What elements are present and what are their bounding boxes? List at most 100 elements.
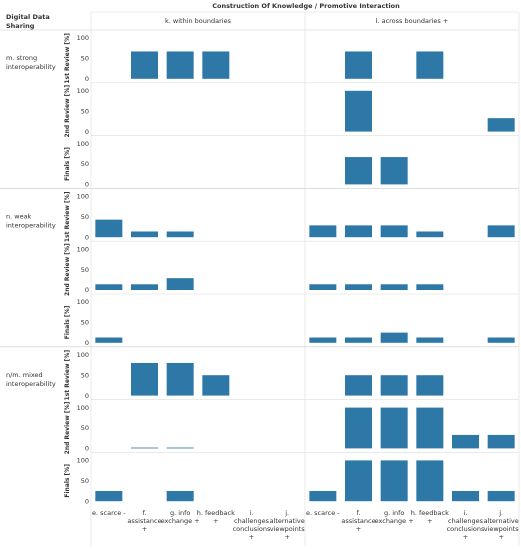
chart-title: Construction Of Knowledge / Promotive In… xyxy=(212,2,400,10)
row-group-label-line: m. strong xyxy=(6,54,37,62)
y-tick-label: 50 xyxy=(81,424,89,432)
x-tick-label-line: i. xyxy=(464,509,468,517)
bar-n-weak-interoperability-2nd-review-across-e-scarce xyxy=(309,284,337,290)
bar-m-strong-interoperability-finals-across-g-info-exchange xyxy=(380,157,408,185)
bar-n-weak-interoperability-finals-across-h-feedback xyxy=(416,337,444,343)
bar-n-m-mixed-interoperability-2nd-review-within-g-info-exchange xyxy=(166,447,194,449)
x-tick-label-line: h. feedback xyxy=(197,509,235,517)
x-tick-label-line: viewpoints xyxy=(270,525,306,533)
y-tick-label: 0 xyxy=(85,181,89,189)
y-tick-label: 50 xyxy=(81,107,89,115)
bar-n-weak-interoperability-1st-review-across-g-info-exchange xyxy=(380,225,408,238)
y-tick-label: 50 xyxy=(81,266,89,274)
bar-n-weak-interoperability-finals-across-g-info-exchange xyxy=(380,332,408,343)
bar-n-weak-interoperability-finals-across-e-scarce xyxy=(309,337,337,343)
y-tick-label: 50 xyxy=(81,477,89,485)
x-tick-label-within-e-scarce: e. scarce - xyxy=(92,509,126,517)
y-axis-title-finals: Finals [%] xyxy=(64,147,71,181)
y-tick-label: 50 xyxy=(81,213,89,221)
x-tick-label-line: g. info xyxy=(384,509,404,517)
x-tick-label-line: conclusions xyxy=(447,525,485,533)
y-tick-label: 100 xyxy=(77,245,89,253)
y-axis-title-finals: Finals [%] xyxy=(64,305,71,339)
y-tick-label: 50 xyxy=(81,319,89,327)
y-axis-title-finals: Finals [%] xyxy=(64,464,71,498)
x-tick-label-line: conclusions xyxy=(233,525,271,533)
x-tick-label-line: + xyxy=(427,517,432,525)
y-tick-label: 100 xyxy=(77,298,89,306)
y-tick-label: 50 xyxy=(81,160,89,168)
bar-n-weak-interoperability-2nd-review-within-g-info-exchange xyxy=(166,278,194,290)
bar-n-m-mixed-interoperability-finals-across-e-scarce xyxy=(309,491,337,502)
bar-n-m-mixed-interoperability-finals-across-j-alternative-viewpoints xyxy=(487,491,515,502)
bar-n-weak-interoperability-1st-review-across-h-feedback xyxy=(416,231,444,238)
x-tick-label-within-f-assistance: f.assistance+ xyxy=(127,509,161,533)
x-tick-label-across-e-scarce: e. scarce - xyxy=(306,509,340,517)
row-group-label-line: interoperability xyxy=(6,221,56,229)
bar-n-weak-interoperability-1st-review-within-f-assistance xyxy=(131,231,158,238)
x-tick-label-line: + xyxy=(356,525,361,533)
bar-n-m-mixed-interoperability-2nd-review-across-f-assistance xyxy=(345,407,372,449)
bar-n-m-mixed-interoperability-2nd-review-across-i-challenges-conclusions xyxy=(452,434,479,449)
x-tick-label-across-h-feedback: h. feedback+ xyxy=(411,509,449,525)
x-tick-label-line: f. xyxy=(357,509,361,517)
y-axis-title-2nd-review: 2nd Review [%] xyxy=(64,85,71,138)
y-axis-title-1st-review: 1st Review [%] xyxy=(64,191,71,242)
row-group-label-line: n. weak xyxy=(6,212,32,220)
row-header: Digital Data xyxy=(6,13,50,21)
x-tick-label-line: challenges xyxy=(234,517,270,525)
x-tick-label-line: challenges xyxy=(448,517,484,525)
y-tick-label: 0 xyxy=(85,286,89,294)
y-tick-label: 0 xyxy=(85,392,89,400)
x-tick-label-line: g. info xyxy=(170,509,190,517)
bar-m-strong-interoperability-1st-review-within-g-info-exchange xyxy=(166,51,194,79)
y-tick-label: 100 xyxy=(77,193,89,201)
y-tick-label: 0 xyxy=(85,497,89,505)
bar-n-m-mixed-interoperability-2nd-review-across-h-feedback xyxy=(416,407,444,449)
y-tick-label: 50 xyxy=(81,371,89,379)
row-header-line-2: Sharing xyxy=(6,22,35,30)
bar-m-strong-interoperability-1st-review-across-f-assistance xyxy=(345,51,372,79)
bar-n-weak-interoperability-2nd-review-within-f-assistance xyxy=(131,284,158,290)
bar-m-strong-interoperability-1st-review-across-h-feedback xyxy=(416,51,444,79)
x-tick-label-line: h. feedback xyxy=(411,509,449,517)
y-tick-label: 100 xyxy=(77,87,89,95)
x-tick-label-line: e. scarce - xyxy=(92,509,126,517)
x-tick-label-line: assistance xyxy=(127,517,161,525)
x-tick-label-line: i. xyxy=(250,509,254,517)
y-tick-label: 0 xyxy=(85,128,89,136)
bar-n-m-mixed-interoperability-2nd-review-across-j-alternative-viewpoints xyxy=(487,434,515,449)
y-tick-label: 0 xyxy=(85,75,89,83)
bar-n-m-mixed-interoperability-1st-review-across-f-assistance xyxy=(345,375,372,396)
y-axis-title-1st-review: 1st Review [%] xyxy=(64,33,71,84)
y-tick-label: 100 xyxy=(77,404,89,412)
bar-n-m-mixed-interoperability-finals-across-h-feedback xyxy=(416,460,444,502)
x-tick-label-line: f. xyxy=(143,509,147,517)
bar-n-weak-interoperability-1st-review-across-j-alternative-viewpoints xyxy=(487,225,515,238)
x-tick-label-line: + xyxy=(213,517,218,525)
x-tick-label-line: j. xyxy=(498,509,503,517)
bar-m-strong-interoperability-2nd-review-across-j-alternative-viewpoints xyxy=(487,118,515,132)
bar-n-m-mixed-interoperability-1st-review-across-g-info-exchange xyxy=(380,375,408,396)
row-group-label-line: interoperability xyxy=(6,63,56,71)
bar-n-weak-interoperability-1st-review-across-e-scarce xyxy=(309,225,337,238)
bar-n-m-mixed-interoperability-finals-across-f-assistance xyxy=(345,460,372,502)
bar-n-m-mixed-interoperability-finals-across-g-info-exchange xyxy=(380,460,408,502)
bar-n-weak-interoperability-2nd-review-across-h-feedback xyxy=(416,284,444,290)
y-tick-label: 50 xyxy=(81,55,89,63)
y-tick-label: 0 xyxy=(85,445,89,453)
bar-m-strong-interoperability-2nd-review-across-f-assistance xyxy=(345,90,372,132)
y-axis-title-2nd-review: 2nd Review [%] xyxy=(64,401,71,454)
x-tick-label-line: e. scarce - xyxy=(306,509,340,517)
bar-n-m-mixed-interoperability-finals-within-g-info-exchange xyxy=(166,491,194,502)
x-tick-label-across-f-assistance: f.assistance+ xyxy=(341,509,375,533)
x-tick-label-line: + xyxy=(249,533,254,541)
y-tick-label: 0 xyxy=(85,339,89,347)
